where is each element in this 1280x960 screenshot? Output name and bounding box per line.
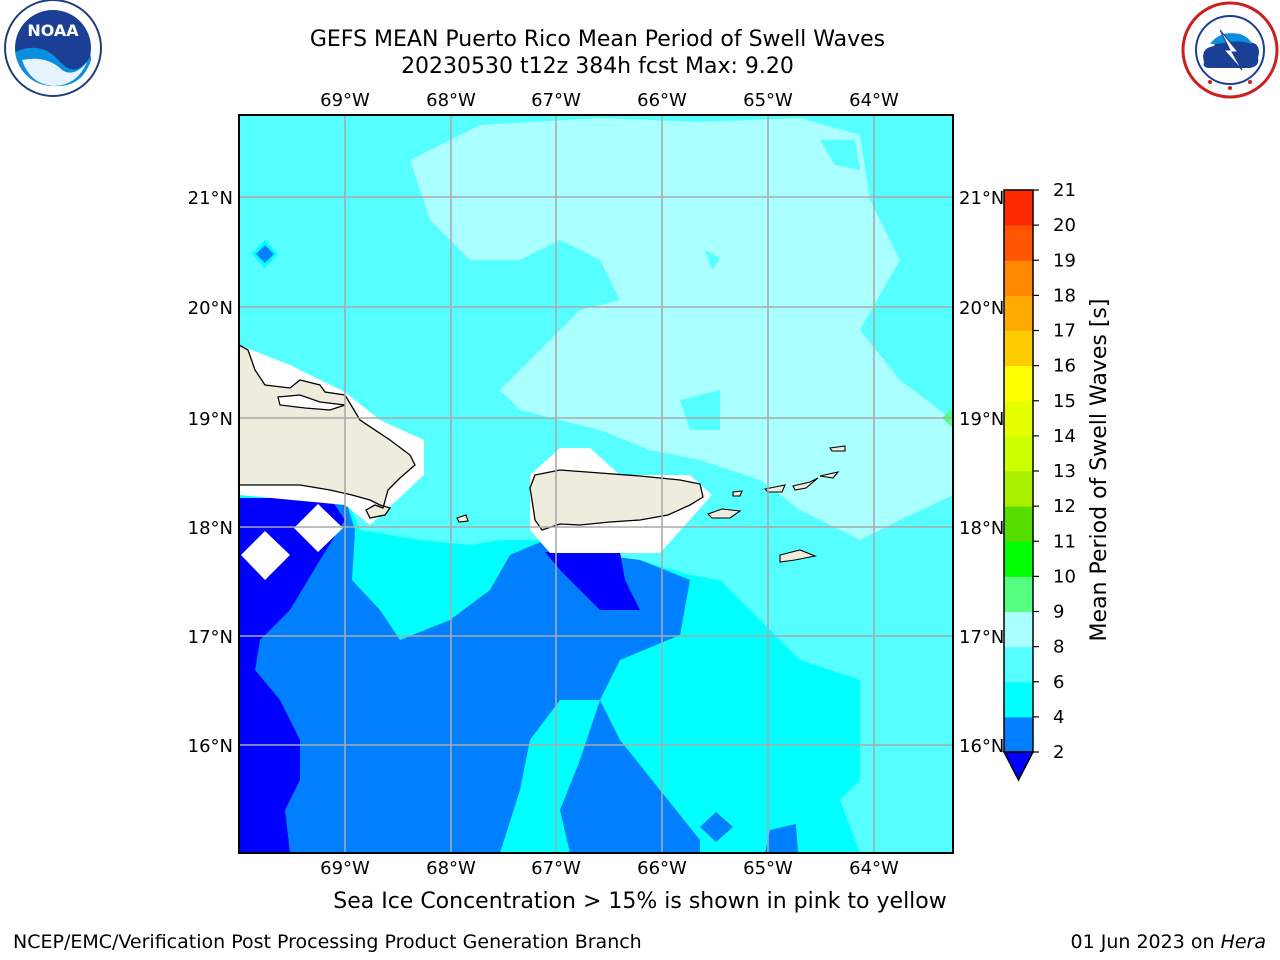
- period-2-4-region: [560, 700, 700, 853]
- colorbar-segment: [1004, 576, 1033, 612]
- colorbar-segment: [1004, 681, 1033, 718]
- colorbar-segment: [1004, 225, 1033, 261]
- period-6-8-patch: [680, 390, 720, 430]
- lon-label-top: 68°W: [426, 90, 476, 111]
- masked-cell: [241, 531, 290, 580]
- colorbar-tick-label: 11: [1053, 531, 1076, 552]
- colorbar-segment: [1004, 365, 1033, 402]
- lon-label-top: 64°W: [849, 90, 899, 111]
- colorbar-tick-label: 14: [1053, 426, 1076, 447]
- lat-label-right: 17°N: [959, 627, 1004, 648]
- colorbar-segment: [1004, 716, 1033, 753]
- noaa-wordmark: NOAA: [27, 21, 79, 40]
- colorbar-tick-label: 20: [1053, 215, 1076, 236]
- colorbar-segment: [1004, 330, 1033, 367]
- map-frame: [238, 114, 954, 854]
- lon-label-bottom: 65°W: [743, 858, 793, 879]
- vieques: [706, 508, 742, 519]
- colorbar-tick-label: 19: [1053, 250, 1076, 271]
- lon-label-bottom: 68°W: [426, 858, 476, 879]
- colorbar-tick-label: 13: [1053, 461, 1076, 482]
- lon-label-top: 66°W: [637, 90, 687, 111]
- lat-label-left: 18°N: [188, 518, 233, 539]
- colorbar-segment: [1004, 506, 1033, 542]
- nws-logo: [1181, 1, 1279, 99]
- generation-date: 01 Jun 2023 on Hera: [1071, 931, 1267, 953]
- period-6-8-patch: [705, 250, 720, 270]
- machine-name: Hera: [1220, 931, 1266, 953]
- lon-label-bottom: 69°W: [320, 858, 370, 879]
- period-2-4-patch: [256, 245, 274, 263]
- graticule: [239, 115, 953, 853]
- lat-label-right: 18°N: [959, 518, 1004, 539]
- colorbar-tick-label: 15: [1053, 391, 1076, 412]
- colorbar-segment: [1004, 295, 1033, 331]
- period-0-2-region: [239, 498, 345, 853]
- colorbar-segment: [1004, 471, 1033, 507]
- lat-label-left: 19°N: [188, 409, 233, 430]
- colorbar-tick-label: 16: [1053, 356, 1076, 377]
- period-8-9-region: [410, 118, 953, 540]
- culebra: [732, 490, 743, 497]
- colorbar-tick-label: 10: [1053, 566, 1076, 587]
- colorbar-segment: [1004, 646, 1033, 683]
- producer-credit: NCEP/EMC/Verification Post Processing Pr…: [13, 931, 642, 953]
- puerto-rico: [529, 469, 704, 531]
- colorbar-segment: [1004, 400, 1033, 437]
- lat-label-left: 16°N: [188, 736, 233, 757]
- colorbar: [1002, 189, 1035, 782]
- period-0-2-patch: [545, 552, 640, 610]
- map-area: [238, 114, 954, 854]
- colorbar-segment: [1004, 260, 1033, 296]
- lat-label-right: 20°N: [959, 298, 1004, 319]
- colorbar-label: Mean Period of Swell Waves [s]: [1087, 299, 1112, 642]
- colorbar-tick-label: 9: [1053, 602, 1064, 623]
- lat-label-left: 21°N: [188, 188, 233, 209]
- period-6-8-patch: [820, 140, 860, 170]
- lon-label-bottom: 67°W: [531, 858, 581, 879]
- st-thomas: [763, 484, 786, 493]
- colorbar-tick-label: 6: [1053, 672, 1064, 693]
- virgin-gorda: [819, 471, 840, 479]
- hispaniola-coast: [277, 394, 346, 411]
- colorbar-tick-label: 17: [1053, 321, 1076, 342]
- colorbar-ticks: 2 4 6 8 9 10 11 12 13 14 15 16 17 18 19 20 21: [1033, 180, 1076, 763]
- st-croix: [779, 549, 817, 563]
- lat-label-left: 17°N: [188, 627, 233, 648]
- colorbar-tick-label: 4: [1053, 707, 1064, 728]
- sea-ice-note: Sea Ice Concentration > 15% is shown in …: [333, 889, 947, 914]
- map-title-line-2: 20230530 t12z 384h fcst Max: 9.20: [401, 54, 794, 79]
- period-2-4-patch: [700, 812, 733, 842]
- colorbar-tick-label: 2: [1053, 742, 1064, 763]
- colorbar-tick-label: 18: [1053, 285, 1076, 306]
- colorbar-segment: [1004, 190, 1033, 226]
- period-2-4-patch: [765, 824, 798, 853]
- anegada: [829, 445, 846, 452]
- lat-label-left: 20°N: [188, 298, 233, 319]
- masked-cell: [294, 504, 343, 552]
- colorbar-segment: [1004, 435, 1033, 472]
- colorbar-tick-label: 21: [1053, 180, 1076, 201]
- noaa-logo: NOAA: [4, 0, 102, 97]
- lat-label-right: 16°N: [959, 736, 1004, 757]
- lon-label-top: 69°W: [320, 90, 370, 111]
- lon-label-top: 65°W: [743, 90, 793, 111]
- map-title-line-1: GEFS MEAN Puerto Rico Mean Period of Swe…: [309, 27, 886, 52]
- lat-label-right: 21°N: [959, 188, 1004, 209]
- colorbar-tick-label: 8: [1053, 637, 1064, 658]
- mona-island: [456, 514, 469, 523]
- lon-label-bottom: 66°W: [637, 858, 687, 879]
- lat-label-right: 19°N: [959, 409, 1004, 430]
- lon-label-top: 67°W: [531, 90, 581, 111]
- colorbar-segment: [1004, 611, 1033, 648]
- colorbar-tick-label: 12: [1053, 496, 1076, 517]
- colorbar-extend-arrow: [1002, 751, 1035, 782]
- tortola: [792, 477, 819, 491]
- lon-label-bottom: 64°W: [849, 858, 899, 879]
- date-text: 01 Jun 2023 on: [1070, 931, 1215, 953]
- colorbar-segment: [1004, 541, 1033, 577]
